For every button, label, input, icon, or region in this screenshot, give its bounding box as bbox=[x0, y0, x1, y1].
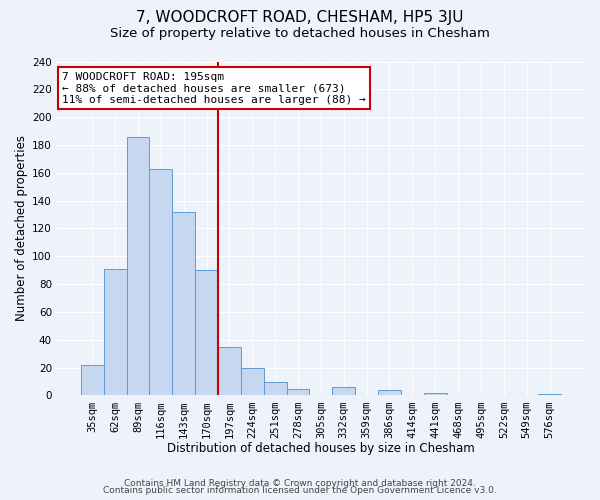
Bar bbox=[424, 392, 446, 396]
Bar bbox=[149, 168, 172, 396]
Text: 7 WOODCROFT ROAD: 195sqm
← 88% of detached houses are smaller (673)
11% of semi-: 7 WOODCROFT ROAD: 195sqm ← 88% of detach… bbox=[62, 72, 366, 104]
Text: Contains public sector information licensed under the Open Government Licence v3: Contains public sector information licen… bbox=[103, 486, 497, 495]
Text: 7, WOODCROFT ROAD, CHESHAM, HP5 3JU: 7, WOODCROFT ROAD, CHESHAM, HP5 3JU bbox=[136, 10, 464, 25]
Bar bbox=[287, 388, 310, 396]
Bar bbox=[218, 347, 241, 396]
Text: Size of property relative to detached houses in Chesham: Size of property relative to detached ho… bbox=[110, 28, 490, 40]
Bar bbox=[127, 136, 149, 396]
Bar bbox=[264, 382, 287, 396]
Bar bbox=[172, 212, 195, 396]
Bar bbox=[81, 365, 104, 396]
Text: Contains HM Land Registry data © Crown copyright and database right 2024.: Contains HM Land Registry data © Crown c… bbox=[124, 478, 476, 488]
Bar bbox=[104, 269, 127, 396]
Bar bbox=[538, 394, 561, 396]
Y-axis label: Number of detached properties: Number of detached properties bbox=[15, 136, 28, 322]
Bar bbox=[241, 368, 264, 396]
Bar bbox=[332, 387, 355, 396]
X-axis label: Distribution of detached houses by size in Chesham: Distribution of detached houses by size … bbox=[167, 442, 475, 455]
Bar bbox=[195, 270, 218, 396]
Bar bbox=[378, 390, 401, 396]
